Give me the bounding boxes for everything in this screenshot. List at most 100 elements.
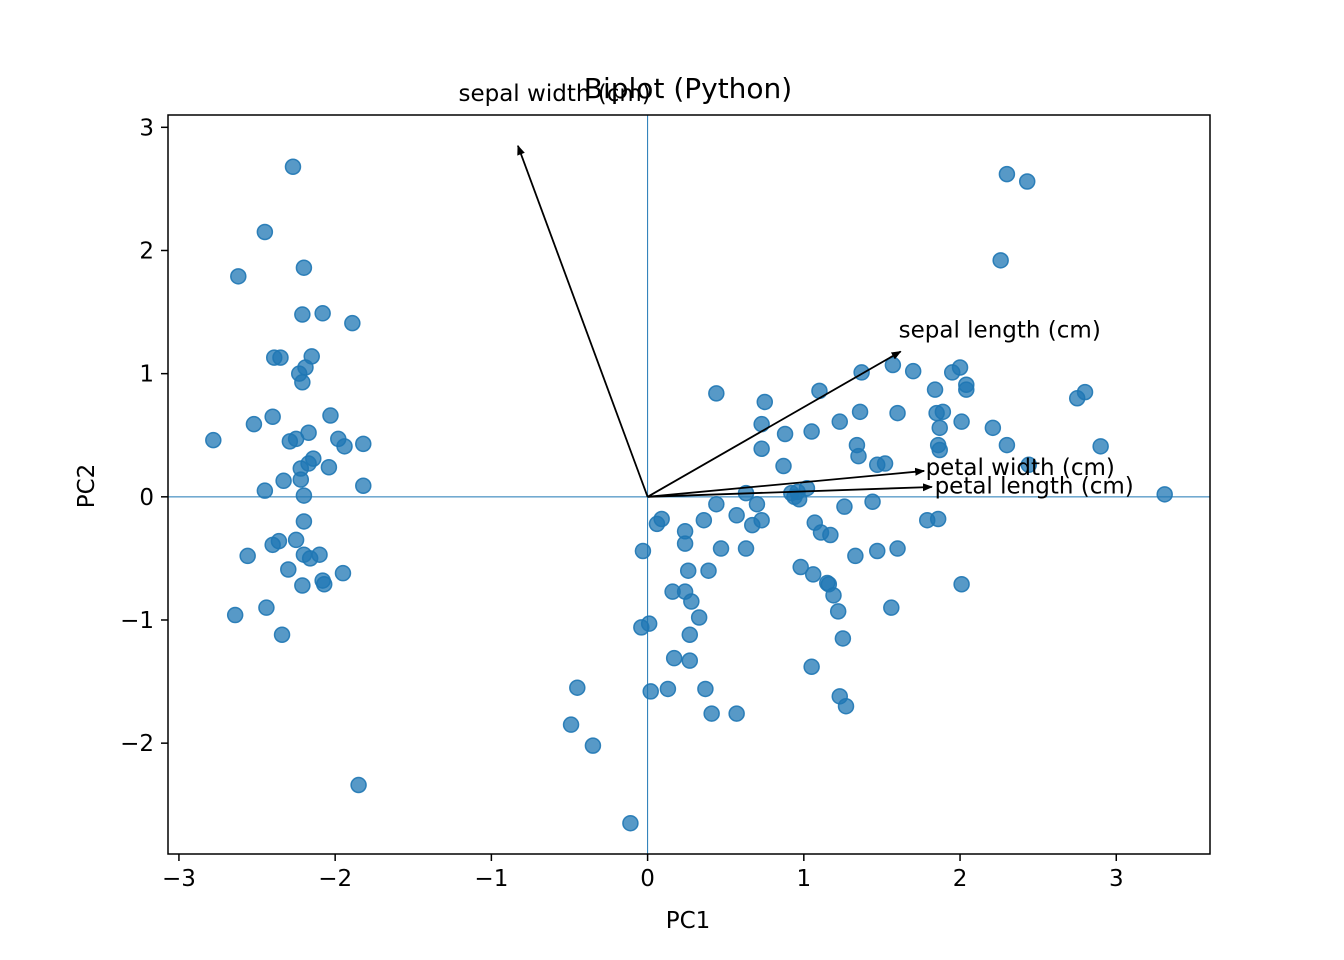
y-tick-label: 1 [139, 362, 154, 388]
scatter-point [904, 362, 922, 380]
scatter-point [889, 540, 906, 557]
scatter-point [314, 305, 331, 322]
loading-label: sepal length (cm) [899, 318, 1101, 344]
x-tick-label: −2 [318, 866, 352, 892]
scatter-point [315, 576, 333, 593]
scatter-point [834, 630, 852, 647]
scatter-point [703, 705, 720, 722]
scatter-point [280, 561, 297, 578]
scatter-point [864, 493, 881, 510]
scatter-point [679, 562, 697, 579]
scatter-point [1018, 173, 1036, 190]
x-tick-label: 0 [640, 866, 655, 892]
scatter-point [681, 652, 699, 669]
scatter-point [344, 314, 361, 332]
scatter-point [931, 419, 948, 437]
scatter-point [998, 436, 1016, 454]
scatter-point [622, 814, 639, 832]
axes-frame [167, 114, 1211, 855]
x-axis-label: PC1 [666, 908, 711, 934]
scatter-point [803, 658, 820, 676]
scatter-point [889, 404, 906, 422]
scatter-point [350, 776, 367, 794]
scatter-point [665, 649, 683, 667]
scatter-point [295, 513, 313, 530]
scatter-point [1156, 486, 1173, 503]
scatter-point [292, 471, 310, 488]
scatter-point [712, 540, 730, 557]
scatter-point [284, 158, 302, 175]
scatter-point [681, 626, 699, 644]
scatter-point [256, 482, 274, 499]
loading-label: petal length (cm) [935, 473, 1134, 499]
chart-title: Biplot (Python) [584, 72, 792, 105]
scatter-point [776, 425, 794, 443]
scatter-point [700, 562, 717, 579]
scatter-point [690, 609, 708, 626]
scatter-point [831, 413, 849, 430]
scatter-point [697, 680, 714, 698]
scatter-point [868, 542, 886, 560]
scatter-point [294, 577, 311, 594]
scatter-point [569, 679, 586, 696]
scatter-point [876, 455, 894, 472]
x-tick-label: −1 [474, 866, 508, 892]
scatter-point [850, 447, 867, 465]
scatter-point [297, 359, 314, 376]
scatter-point [728, 705, 745, 722]
scatter-point [264, 536, 281, 554]
scatter-point [822, 526, 839, 544]
scatter-point [934, 403, 952, 421]
scatter-point [300, 424, 317, 442]
scatter-point [775, 457, 792, 475]
scatter-point [295, 487, 313, 504]
scatter-point [640, 615, 658, 632]
loading-arrow [647, 350, 902, 498]
scatter-point [931, 441, 948, 459]
scatter-point [737, 540, 755, 557]
scatter-point [998, 165, 1016, 183]
scatter-point [287, 531, 305, 549]
scatter-point [311, 546, 328, 563]
loading-arrow [647, 467, 926, 498]
scatter-point [953, 576, 970, 593]
loading-arrow [647, 483, 933, 498]
scatter-point [708, 385, 725, 402]
scatter-point [642, 683, 659, 700]
scatter-point [1092, 438, 1109, 455]
scatter-point [1020, 456, 1038, 474]
x-tick-label: −3 [162, 866, 196, 892]
scatter-point [851, 403, 869, 421]
scatter-point [320, 459, 338, 476]
scatter-point [953, 413, 970, 430]
scatter-point [829, 603, 847, 620]
scatter-point [634, 542, 652, 560]
scatter-point [355, 477, 372, 494]
scatter-point [695, 511, 713, 529]
scatter-point [753, 511, 770, 529]
scatter-point [992, 252, 1009, 269]
scatter-point [847, 547, 864, 565]
y-tick-label: 2 [139, 238, 154, 264]
scatter-point [273, 626, 291, 644]
y-tick-label: −1 [120, 608, 154, 634]
scatter-point [256, 223, 274, 241]
scatter-point [926, 381, 944, 398]
scatter-point [230, 268, 247, 285]
scatter-point [275, 472, 292, 490]
scatter-point [272, 349, 289, 366]
scatter-point [753, 415, 770, 433]
scatter-point [562, 716, 580, 733]
scatter-point [322, 407, 339, 424]
y-tick-label: 0 [139, 485, 154, 511]
scatter-point [803, 423, 820, 440]
scatter-point [951, 359, 969, 376]
y-tick-label: −2 [120, 731, 154, 757]
scatter-point [584, 737, 602, 754]
scatter-point [659, 680, 677, 698]
scatter-point [239, 547, 256, 565]
scatter-point [825, 587, 842, 604]
scatter-point [683, 593, 700, 610]
scatter-point [295, 259, 313, 276]
